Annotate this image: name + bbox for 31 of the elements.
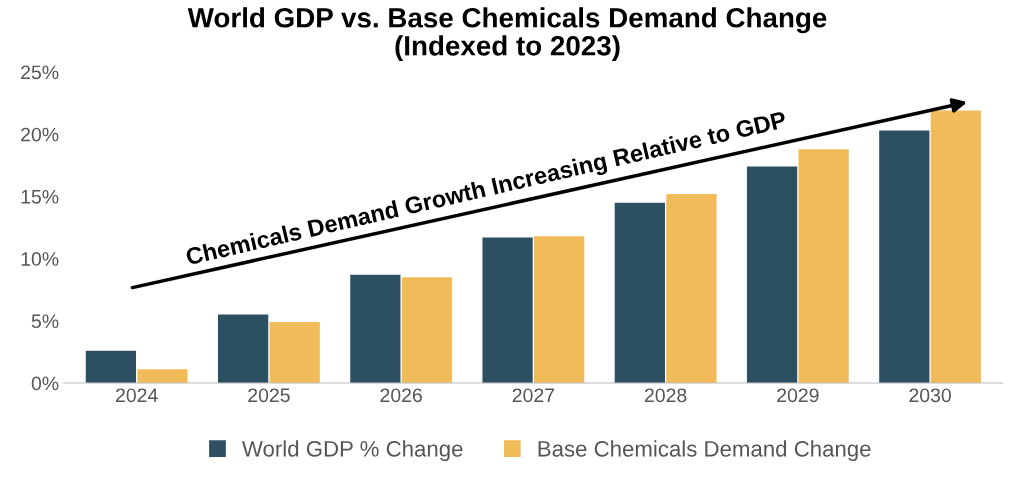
x-tick-label: 2026 xyxy=(380,388,422,403)
annotation: Chemicals Demand Growth Increasing Relative to GDP xyxy=(185,110,788,270)
y-tick-label: 25% xyxy=(21,65,59,80)
y-tick-label: 15% xyxy=(21,189,59,204)
bar xyxy=(350,274,401,384)
bar xyxy=(614,202,665,384)
legend-label: World GDP % Change xyxy=(242,440,463,462)
legend-label: Base Chemicals Demand Change xyxy=(538,440,871,462)
x-tick-label: 2030 xyxy=(909,388,951,403)
x-tick-label: 2027 xyxy=(512,388,555,403)
x-tick-label: 2029 xyxy=(777,388,819,403)
y-tick-label: 5% xyxy=(31,314,59,329)
x-tick-label: 2025 xyxy=(248,388,290,403)
y-tick-label: 0% xyxy=(31,376,59,391)
bar xyxy=(879,130,930,384)
bar xyxy=(482,237,533,384)
bar xyxy=(401,277,453,384)
x-tick-label: 2028 xyxy=(644,388,687,403)
y-tick-label: 10% xyxy=(21,252,59,266)
bar xyxy=(85,350,137,384)
bar xyxy=(137,369,188,384)
bar xyxy=(798,149,849,384)
bar xyxy=(269,322,320,384)
chart-title: World GDP vs. Base Chemicals Demand Change (Indexed to 2023) xyxy=(187,7,827,62)
bar xyxy=(746,166,798,384)
bar xyxy=(534,236,585,384)
bar xyxy=(930,110,981,384)
bar xyxy=(218,314,269,384)
bar xyxy=(666,193,717,384)
y-tick-label: 20% xyxy=(21,127,59,142)
x-tick-label: 2024 xyxy=(116,388,158,403)
